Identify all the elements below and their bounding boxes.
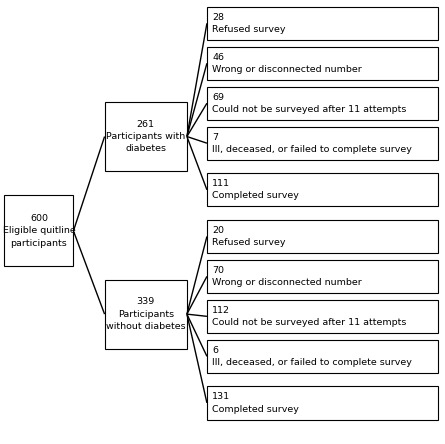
FancyBboxPatch shape [207, 127, 438, 160]
Text: 339
Participants
without diabetes: 339 Participants without diabetes [106, 297, 186, 331]
FancyBboxPatch shape [207, 87, 438, 120]
Text: 111
Completed survey: 111 Completed survey [212, 179, 299, 200]
FancyBboxPatch shape [207, 340, 438, 373]
Text: 46
Wrong or disconnected number: 46 Wrong or disconnected number [212, 53, 362, 74]
FancyBboxPatch shape [4, 195, 73, 266]
Text: 261
Participants with
diabetes: 261 Participants with diabetes [106, 120, 186, 153]
Text: 112
Could not be surveyed after 11 attempts: 112 Could not be surveyed after 11 attem… [212, 306, 407, 327]
Text: 7
Ill, deceased, or failed to complete survey: 7 Ill, deceased, or failed to complete s… [212, 133, 412, 154]
FancyBboxPatch shape [207, 47, 438, 80]
Text: 28
Refused survey: 28 Refused survey [212, 13, 286, 34]
Text: 6
Ill, deceased, or failed to complete survey: 6 Ill, deceased, or failed to complete s… [212, 346, 412, 367]
FancyBboxPatch shape [105, 280, 187, 349]
FancyBboxPatch shape [207, 220, 438, 253]
Text: 600
Eligible quitline
participants: 600 Eligible quitline participants [3, 214, 75, 248]
FancyBboxPatch shape [207, 386, 438, 420]
Text: 131
Completed survey: 131 Completed survey [212, 392, 299, 413]
FancyBboxPatch shape [207, 173, 438, 206]
Text: 20
Refused survey: 20 Refused survey [212, 226, 286, 247]
FancyBboxPatch shape [207, 260, 438, 293]
Text: 70
Wrong or disconnected number: 70 Wrong or disconnected number [212, 266, 362, 287]
FancyBboxPatch shape [207, 300, 438, 333]
FancyBboxPatch shape [105, 102, 187, 171]
FancyBboxPatch shape [207, 7, 438, 40]
Text: 69
Could not be surveyed after 11 attempts: 69 Could not be surveyed after 11 attemp… [212, 93, 407, 114]
